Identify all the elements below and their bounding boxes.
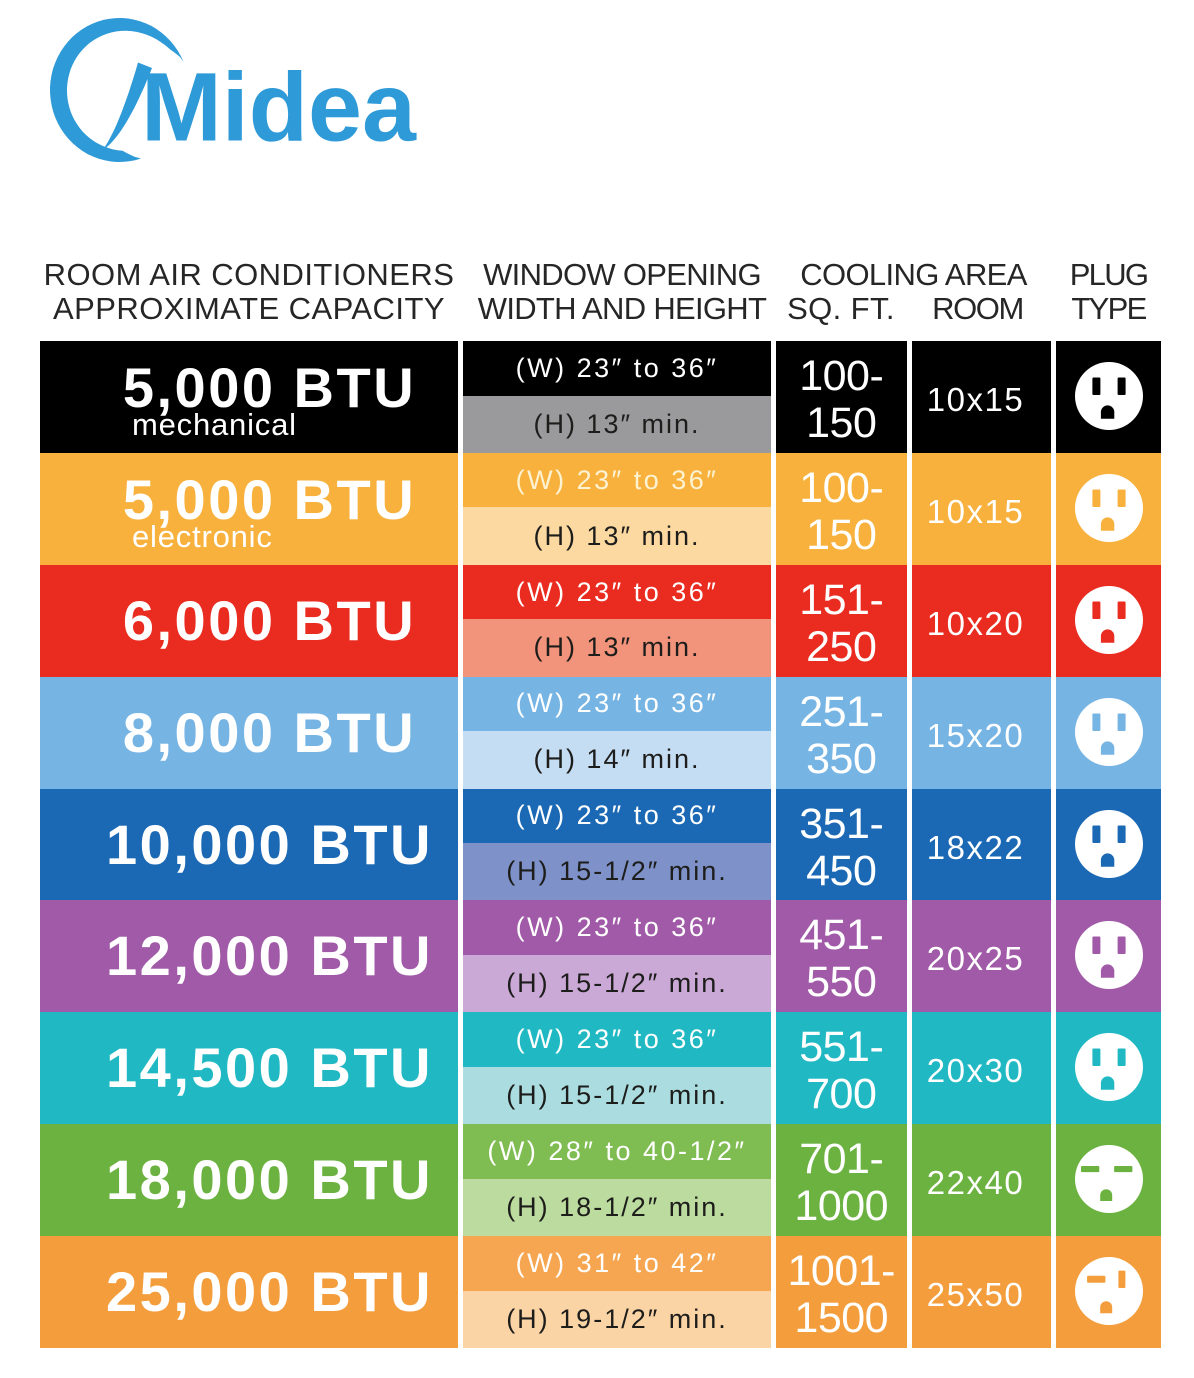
svg-text:Midea: Midea <box>141 53 417 162</box>
